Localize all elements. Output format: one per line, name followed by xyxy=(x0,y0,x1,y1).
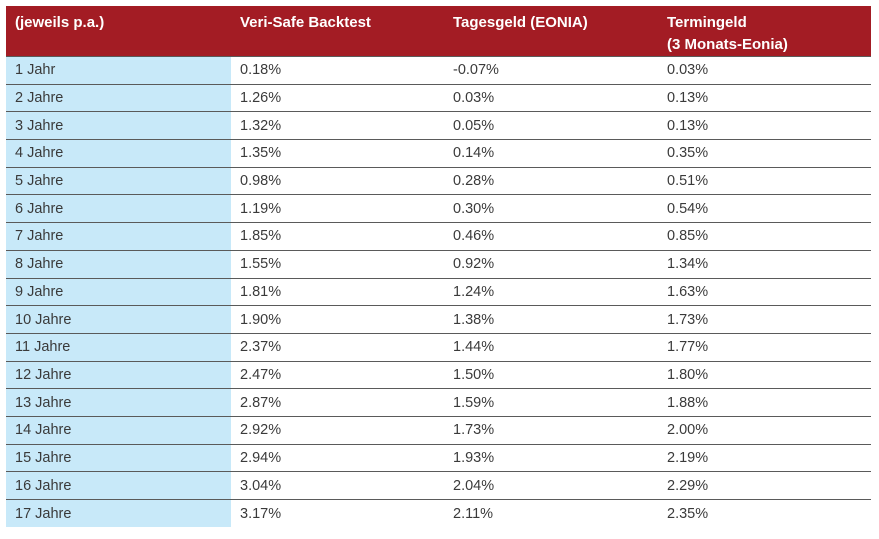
table-row: 11 Jahre 2.37% 1.44% 1.77% xyxy=(6,333,871,362)
period-cell: 12 Jahre xyxy=(6,361,231,390)
veri-safe-cell: 2.37% xyxy=(231,333,444,362)
termingeld-cell: 2.35% xyxy=(667,505,709,522)
period-cell: 6 Jahre xyxy=(6,194,231,224)
veri-safe-cell: 1.85% xyxy=(231,222,444,251)
termingeld-cell: 0.13% xyxy=(658,84,871,113)
veri-safe-cell: 3.04% xyxy=(231,471,444,500)
table-row: 4 Jahre 1.35% 0.14% 0.35% xyxy=(6,139,871,168)
table-row: 8 Jahre 1.55% 0.92% 1.34% xyxy=(6,250,871,279)
period-cell: 15 Jahre xyxy=(6,444,231,473)
termingeld-cell: 1.73% xyxy=(658,305,871,334)
period-cell: 10 Jahre xyxy=(6,305,231,334)
header-label: (3 Monats-Eonia) xyxy=(667,36,788,53)
period-cell: 2 Jahre xyxy=(6,84,231,113)
termingeld-cell: 0.35% xyxy=(658,139,871,168)
veri-safe-cell: 1.55% xyxy=(231,250,444,279)
tagesgeld-cell: 1.50% xyxy=(444,361,658,390)
table-row: 13 Jahre 2.87% 1.59% 1.88% xyxy=(6,388,871,417)
header-tagesgeld: Tagesgeld (EONIA) xyxy=(444,6,658,57)
period-cell: 9 Jahre xyxy=(6,278,231,307)
table-row: 15 Jahre 2.94% 1.93% 2.19% xyxy=(6,444,871,473)
termingeld-cell: 0.54% xyxy=(658,194,871,224)
header-label: Veri-Safe Backtest xyxy=(240,14,371,31)
tagesgeld-cell: 1.59% xyxy=(444,388,658,417)
period-cell: 13 Jahre xyxy=(6,388,231,417)
table-row: 14 Jahre 2.92% 1.73% 2.00% xyxy=(6,416,871,445)
period-cell: 17 Jahre xyxy=(6,499,231,528)
header-label: Tagesgeld (EONIA) xyxy=(453,14,588,31)
tagesgeld-cell: 1.93% xyxy=(444,444,658,473)
termingeld-cell: 0.03% xyxy=(658,56,871,85)
period-cell: 8 Jahre xyxy=(6,250,231,279)
tagesgeld-cell: 0.30% xyxy=(444,194,658,224)
tagesgeld-cell: -0.07% xyxy=(444,56,658,85)
veri-safe-cell: 1.81% xyxy=(231,278,444,307)
tagesgeld-cell: 1.44% xyxy=(444,333,658,362)
table-row: 16 Jahre 3.04% 2.04% 2.29% xyxy=(6,471,871,500)
veri-safe-cell: 0.98% xyxy=(231,167,444,196)
table-body: 1 Jahr 0.18% -0.07% 0.03% 2 Jahre 1.26% 0.03% 0… xyxy=(6,56,871,528)
termingeld-cell: 2.29% xyxy=(658,471,871,500)
table-header: (jeweils p.a.) Veri-Safe Backtest Tagesgel… xyxy=(6,6,871,57)
termingeld-cell: 1.34% xyxy=(658,250,871,279)
tagesgeld-cell: 0.28% xyxy=(444,167,658,196)
header-veri-safe-backtest: Veri-Safe Backtest xyxy=(231,6,444,57)
returns-table-container: (jeweils p.a.) Veri-Safe Backtest Tagesgel… xyxy=(6,6,871,528)
table-row: 12 Jahre 2.47% 1.50% 1.80% xyxy=(6,361,871,390)
period-cell: 5 Jahre xyxy=(6,167,231,196)
veri-safe-cell: 2.87% xyxy=(231,388,444,417)
table-row: 7 Jahre 1.85% 0.46% 0.85% xyxy=(6,222,871,251)
table-row: 17 Jahre 3.17% 2.11% 2.35% xyxy=(6,499,871,528)
table-row: 9 Jahre 1.81% 1.24% 1.63% xyxy=(6,278,871,307)
header-termingeld: Termingeld (3 Monats-Eonia) xyxy=(658,6,871,57)
veri-safe-cell: 1.19% xyxy=(231,194,444,224)
veri-safe-cell: 2.92% xyxy=(231,416,444,445)
veri-safe-cell: 3.17% xyxy=(240,505,282,522)
period-cell: 1 Jahr xyxy=(6,56,231,85)
termingeld-cell: 0.13% xyxy=(658,111,871,141)
tagesgeld-cell: 1.24% xyxy=(444,278,658,307)
termingeld-cell: 2.00% xyxy=(658,416,871,445)
veri-safe-cell: 1.26% xyxy=(231,84,444,113)
table-row: 2 Jahre 1.26% 0.03% 0.13% xyxy=(6,84,871,113)
header-label: Termingeld xyxy=(667,14,747,31)
termingeld-cell: 1.80% xyxy=(658,361,871,390)
header-period: (jeweils p.a.) xyxy=(6,6,231,57)
table-row: 3 Jahre 1.32% 0.05% 0.13% xyxy=(6,111,871,141)
tagesgeld-cell: 2.04% xyxy=(444,471,658,500)
veri-safe-cell: 1.32% xyxy=(231,111,444,141)
header-label: (jeweils p.a.) xyxy=(15,14,105,31)
returns-comparison-table: (jeweils p.a.) Veri-Safe Backtest Tagesgel… xyxy=(6,6,871,528)
tagesgeld-cell: 0.14% xyxy=(444,139,658,168)
tagesgeld-cell: 0.92% xyxy=(444,250,658,279)
termingeld-cell: 1.63% xyxy=(658,278,871,307)
period-cell: 7 Jahre xyxy=(6,222,231,251)
tagesgeld-cell: 0.03% xyxy=(444,84,658,113)
period-cell: 4 Jahre xyxy=(6,139,231,168)
table-row: 1 Jahr 0.18% -0.07% 0.03% xyxy=(6,56,871,85)
veri-safe-cell: 1.35% xyxy=(231,139,444,168)
header-row: (jeweils p.a.) Veri-Safe Backtest Tagesgel… xyxy=(6,6,871,57)
veri-safe-cell: 0.18% xyxy=(231,56,444,85)
table-row: 10 Jahre 1.90% 1.38% 1.73% xyxy=(6,305,871,334)
table-row: 5 Jahre 0.98% 0.28% 0.51% xyxy=(6,167,871,196)
tagesgeld-cell: 1.73% xyxy=(444,416,658,445)
veri-safe-cell: 2.94% xyxy=(231,444,444,473)
veri-safe-cell: 1.90% xyxy=(231,305,444,334)
termingeld-cell: 0.85% xyxy=(658,222,871,251)
tagesgeld-cell: 2.11% xyxy=(453,505,494,522)
tagesgeld-cell: 1.38% xyxy=(444,305,658,334)
tagesgeld-cell: 0.05% xyxy=(444,111,658,141)
termingeld-cell: 1.88% xyxy=(658,388,871,417)
termingeld-cell: 1.77% xyxy=(658,333,871,362)
period-cell: 14 Jahre xyxy=(6,416,231,445)
veri-safe-cell: 2.47% xyxy=(231,361,444,390)
tagesgeld-cell: 0.46% xyxy=(444,222,658,251)
period-cell: 11 Jahre xyxy=(6,333,231,362)
table-row: 6 Jahre 1.19% 0.30% 0.54% xyxy=(6,194,871,224)
period-cell: 16 Jahre xyxy=(6,471,231,500)
termingeld-cell: 2.19% xyxy=(658,444,871,473)
termingeld-cell: 0.51% xyxy=(658,167,871,196)
period-cell: 3 Jahre xyxy=(6,111,231,141)
